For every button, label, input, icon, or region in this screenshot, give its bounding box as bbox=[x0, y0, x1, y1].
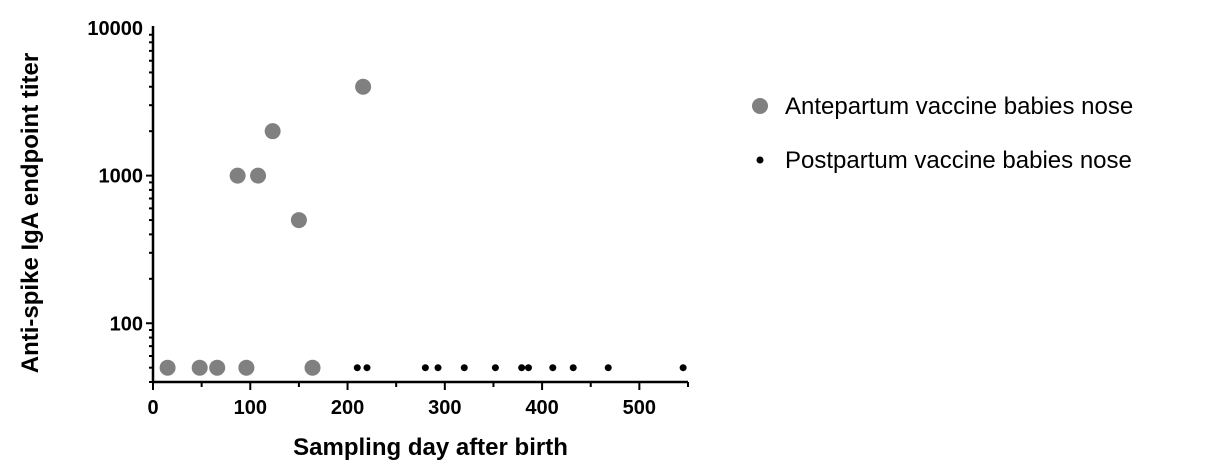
legend-label-postpartum: Postpartum vaccine babies nose bbox=[785, 147, 1132, 174]
antepartum-point bbox=[229, 167, 246, 184]
x-tick-label: 100 bbox=[234, 397, 267, 419]
postpartum-point bbox=[363, 364, 371, 372]
antepartum-point bbox=[209, 359, 226, 376]
postpartum-point bbox=[434, 364, 442, 372]
legend-marker-antepartum bbox=[752, 98, 768, 114]
y-axis-ticks: 100 1000 10000 bbox=[87, 18, 153, 383]
postpartum-point bbox=[604, 364, 612, 372]
legend: Antepartum vaccine babies nose Postpartu… bbox=[752, 93, 1133, 174]
postpartum-point bbox=[421, 364, 429, 372]
axes bbox=[151, 26, 688, 384]
antepartum-point bbox=[159, 359, 176, 376]
postpartum-point bbox=[549, 364, 557, 372]
postpartum-point bbox=[518, 364, 526, 372]
antepartum-point bbox=[238, 359, 255, 376]
y-tick-label: 1000 bbox=[99, 166, 144, 188]
postpartum-point bbox=[460, 364, 468, 372]
x-axis-ticks: 0 100 200 300 400 500 bbox=[147, 382, 689, 419]
postpartum-point bbox=[491, 364, 499, 372]
postpartum-point bbox=[679, 364, 687, 372]
antepartum-point bbox=[304, 359, 321, 376]
y-tick-label: 10000 bbox=[87, 18, 143, 40]
x-tick-label: 400 bbox=[525, 397, 558, 419]
antepartum-point bbox=[264, 123, 281, 140]
antepartum-point bbox=[355, 78, 372, 95]
y-axis-title: Anti-spike IgA endpoint titer bbox=[17, 53, 44, 373]
x-tick-label: 300 bbox=[428, 397, 461, 419]
x-tick-label: 500 bbox=[623, 397, 656, 419]
postpartum-point bbox=[524, 364, 532, 372]
antepartum-point bbox=[191, 359, 208, 376]
antepartum-point bbox=[250, 167, 267, 184]
postpartum-point bbox=[569, 364, 577, 372]
data-points bbox=[159, 78, 687, 376]
x-tick-label: 0 bbox=[147, 397, 158, 419]
x-tick-label: 200 bbox=[331, 397, 364, 419]
postpartum-point bbox=[353, 364, 361, 372]
antepartum-point bbox=[290, 212, 307, 229]
y-tick-label: 100 bbox=[110, 313, 143, 335]
legend-marker-postpartum bbox=[756, 156, 764, 164]
x-axis-title: Sampling day after birth bbox=[293, 434, 568, 461]
legend-label-antepartum: Antepartum vaccine babies nose bbox=[785, 93, 1133, 120]
